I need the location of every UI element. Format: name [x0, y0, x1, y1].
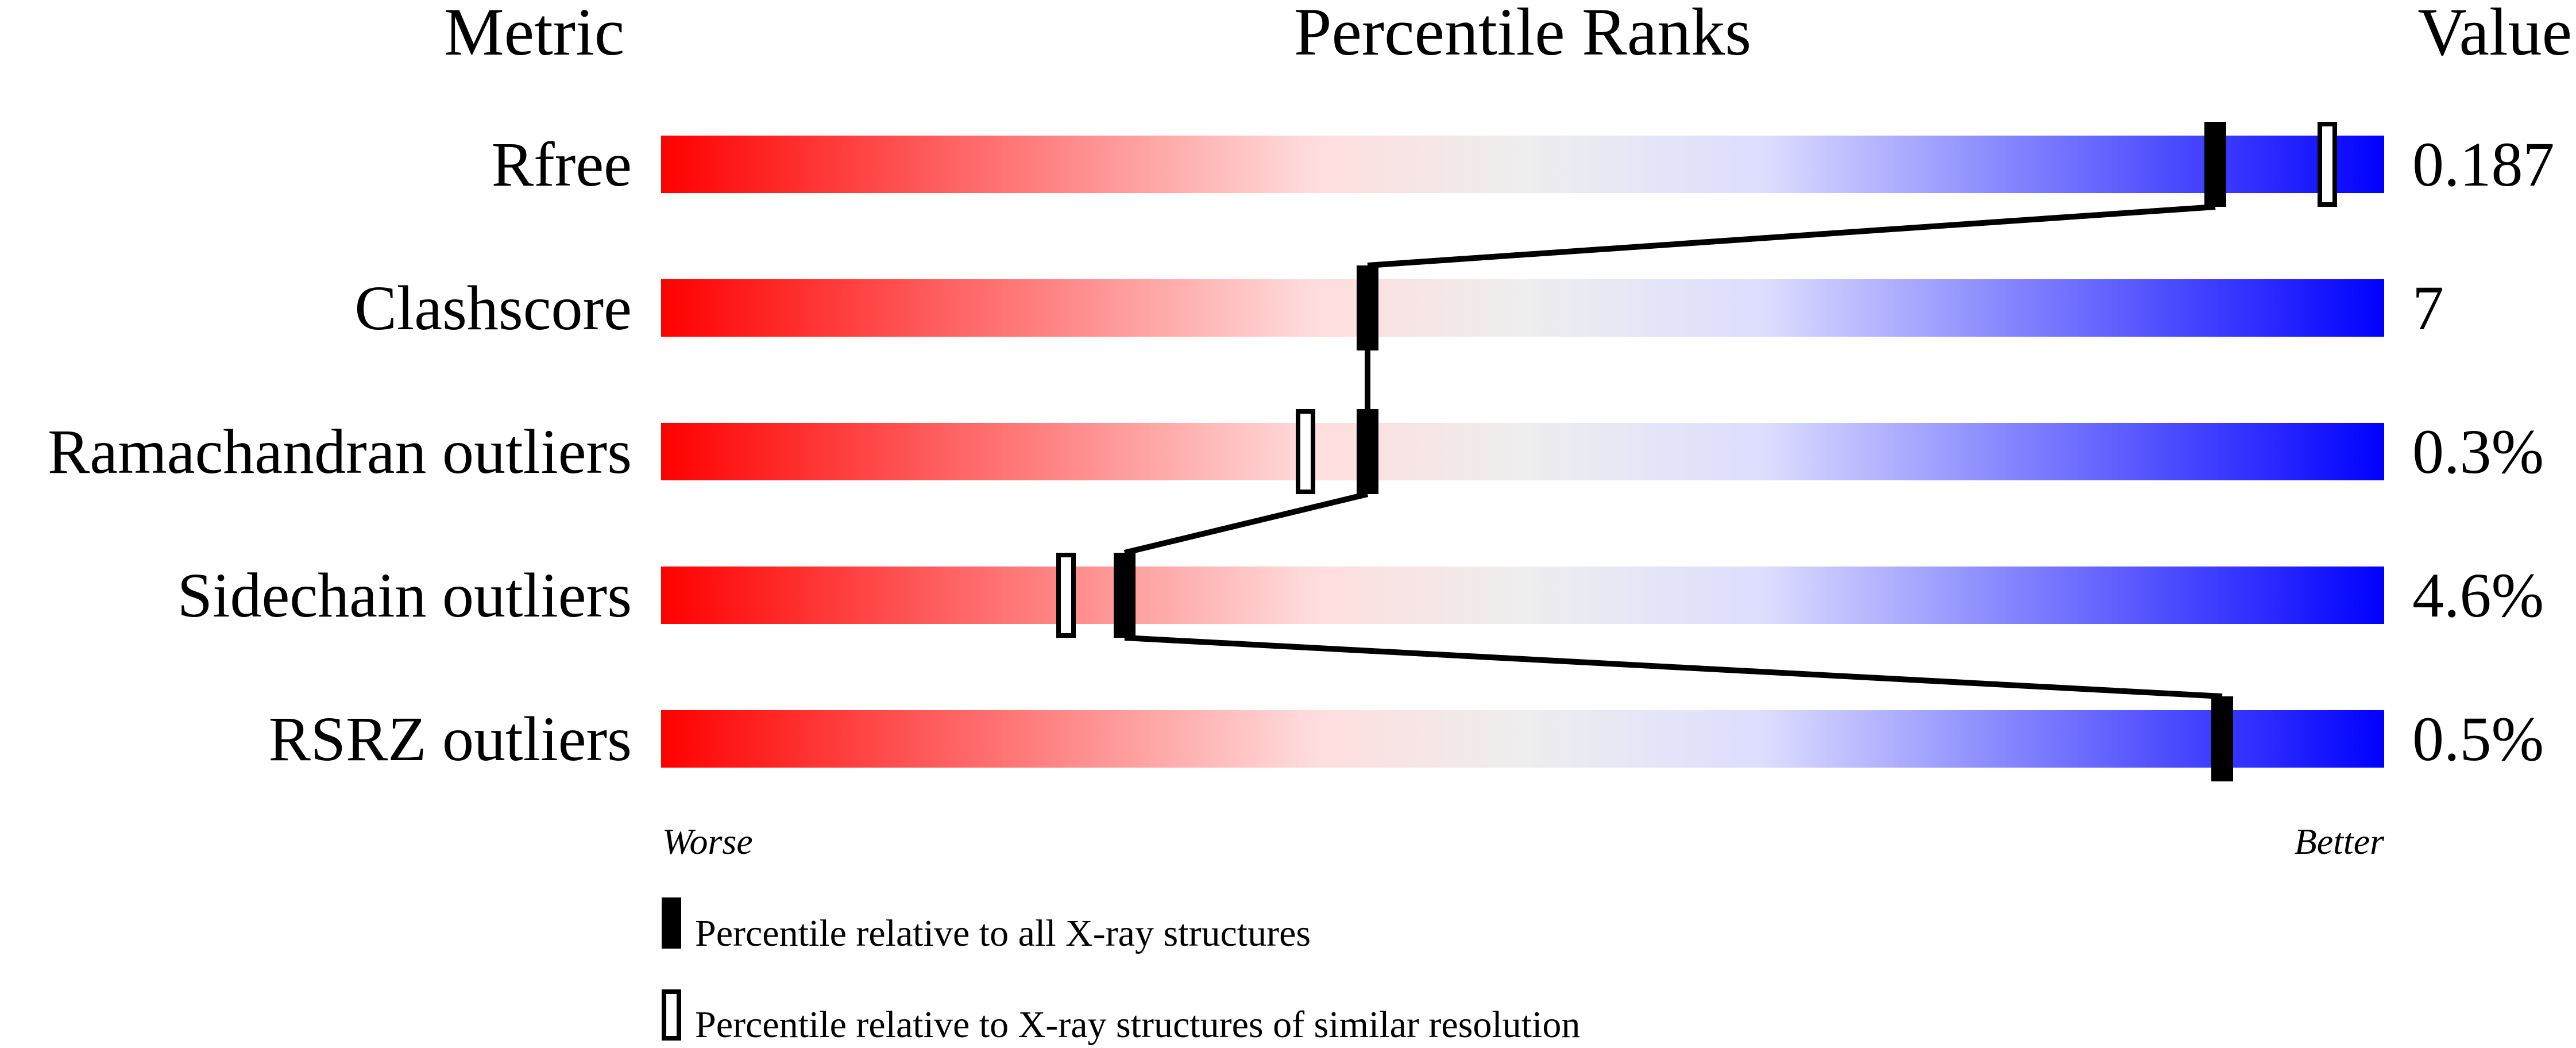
legend-open-marker [662, 989, 681, 1041]
metric-value: 0.5% [2412, 704, 2544, 774]
legend-filled-marker [662, 897, 681, 949]
connector-line [1367, 204, 2216, 268]
metric-header: Metric [444, 0, 625, 70]
metric-value: 4.6% [2412, 560, 2544, 630]
marker-all-structures [2204, 122, 2226, 207]
better-label: Better [2295, 821, 2385, 862]
metric-label: Ramachandran outliers [48, 417, 632, 487]
percentile-bar [661, 279, 2384, 337]
metric-label: Sidechain outliers [177, 560, 632, 630]
legend-open-label: Percentile relative to X-ray structures … [695, 1004, 1580, 1046]
marker-similar-resolution [2318, 122, 2337, 207]
metric-value: 7 [2412, 273, 2444, 343]
chart-title: Percentile Ranks [1294, 0, 1751, 70]
percentile-bar [661, 567, 2384, 624]
marker-all-structures [1357, 265, 1378, 350]
metric-label: Rfree [492, 129, 632, 199]
marker-all-structures [1114, 553, 1136, 638]
percentile-bar [661, 710, 2384, 768]
marker-similar-resolution [1056, 553, 1076, 638]
percentile-bar [661, 423, 2384, 480]
marker-all-structures [1357, 409, 1378, 494]
value-header: Value [2417, 0, 2572, 70]
metric-label: Clashscore [354, 273, 632, 343]
metric-value: 0.187 [2412, 129, 2555, 199]
metric-label: RSRZ outliers [268, 704, 632, 774]
marker-similar-resolution [1296, 409, 1315, 494]
legend-filled-label: Percentile relative to all X-ray structu… [695, 912, 1311, 954]
marker-all-structures [2211, 696, 2233, 781]
worse-label: Worse [662, 821, 753, 862]
connector-line [1124, 635, 2223, 699]
metric-value: 0.3% [2412, 417, 2544, 487]
connector-line [1123, 491, 1369, 556]
percentile-bar [661, 136, 2384, 193]
